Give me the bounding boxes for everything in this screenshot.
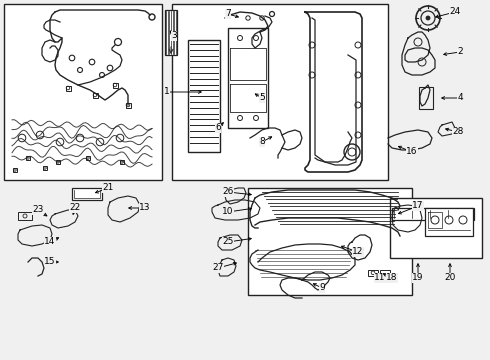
Text: 23: 23 [32,206,44,215]
Bar [56,160,60,164]
Text: 15: 15 [44,257,56,266]
Bar [113,82,118,87]
Text: 21: 21 [102,184,114,193]
Bar [165,10,177,55]
Bar [125,103,130,108]
Text: 1: 1 [164,87,170,96]
Text: 26: 26 [222,188,234,197]
Text: 12: 12 [352,248,364,256]
Text: 7: 7 [225,9,231,18]
Text: 11: 11 [374,274,386,283]
Text: 8: 8 [259,138,265,147]
Bar [4,4,162,180]
Text: 14: 14 [44,238,56,247]
Circle shape [426,16,430,20]
Bar [380,270,390,275]
Bar [188,40,220,152]
Bar [172,4,388,180]
Bar [248,188,412,295]
Text: 13: 13 [139,203,151,212]
Bar [228,28,268,128]
Text: 24: 24 [449,8,461,17]
Bar [66,85,71,90]
Text: 9: 9 [319,284,325,292]
Bar [120,160,124,164]
Bar [86,156,90,160]
Bar [13,168,17,172]
Bar [43,166,47,170]
Text: 18: 18 [386,274,398,283]
Text: 19: 19 [412,274,424,283]
Bar [390,198,482,258]
Text: 27: 27 [212,264,224,273]
Text: 10: 10 [222,207,234,216]
Bar [392,208,474,220]
Text: 17: 17 [412,202,424,211]
Bar [18,212,32,220]
Text: 3: 3 [171,31,177,40]
Text: 4: 4 [457,94,463,103]
Text: 2: 2 [457,48,463,57]
Bar [419,87,433,109]
Text: 22: 22 [70,203,81,212]
Bar [72,188,102,200]
Text: 28: 28 [452,127,464,136]
Bar [425,208,473,236]
Text: 5: 5 [259,94,265,103]
Text: 16: 16 [406,148,418,157]
Text: 6: 6 [215,123,221,132]
Text: 20: 20 [444,274,456,283]
Bar [368,270,378,275]
Bar [93,93,98,98]
Text: 25: 25 [222,238,234,247]
Bar [26,156,30,160]
